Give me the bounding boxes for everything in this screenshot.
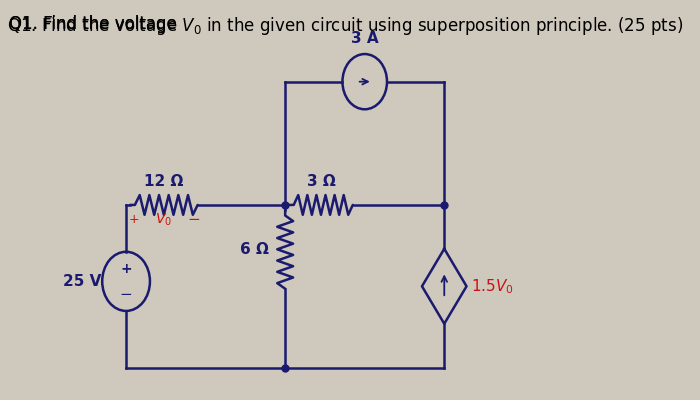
- Text: +: +: [129, 213, 139, 226]
- Text: Q1. Find the voltage $V_0$ in the given circuit using superposition principle. (: Q1. Find the voltage $V_0$ in the given …: [7, 15, 683, 37]
- Text: $V_0$: $V_0$: [155, 212, 172, 228]
- Text: −: −: [120, 287, 132, 302]
- Text: +: +: [120, 262, 132, 276]
- Text: Q1. Find the voltage: Q1. Find the voltage: [9, 15, 182, 33]
- Text: 3 A: 3 A: [351, 31, 379, 46]
- Text: Q1. Find the voltage: Q1. Find the voltage: [9, 15, 182, 33]
- Text: $1.5V_0$: $1.5V_0$: [471, 277, 514, 296]
- Text: −: −: [188, 212, 200, 227]
- Text: 6 Ω: 6 Ω: [240, 242, 270, 257]
- Text: 25 V: 25 V: [63, 274, 102, 289]
- Text: 12 Ω: 12 Ω: [144, 174, 183, 189]
- Text: 3 Ω: 3 Ω: [307, 174, 335, 189]
